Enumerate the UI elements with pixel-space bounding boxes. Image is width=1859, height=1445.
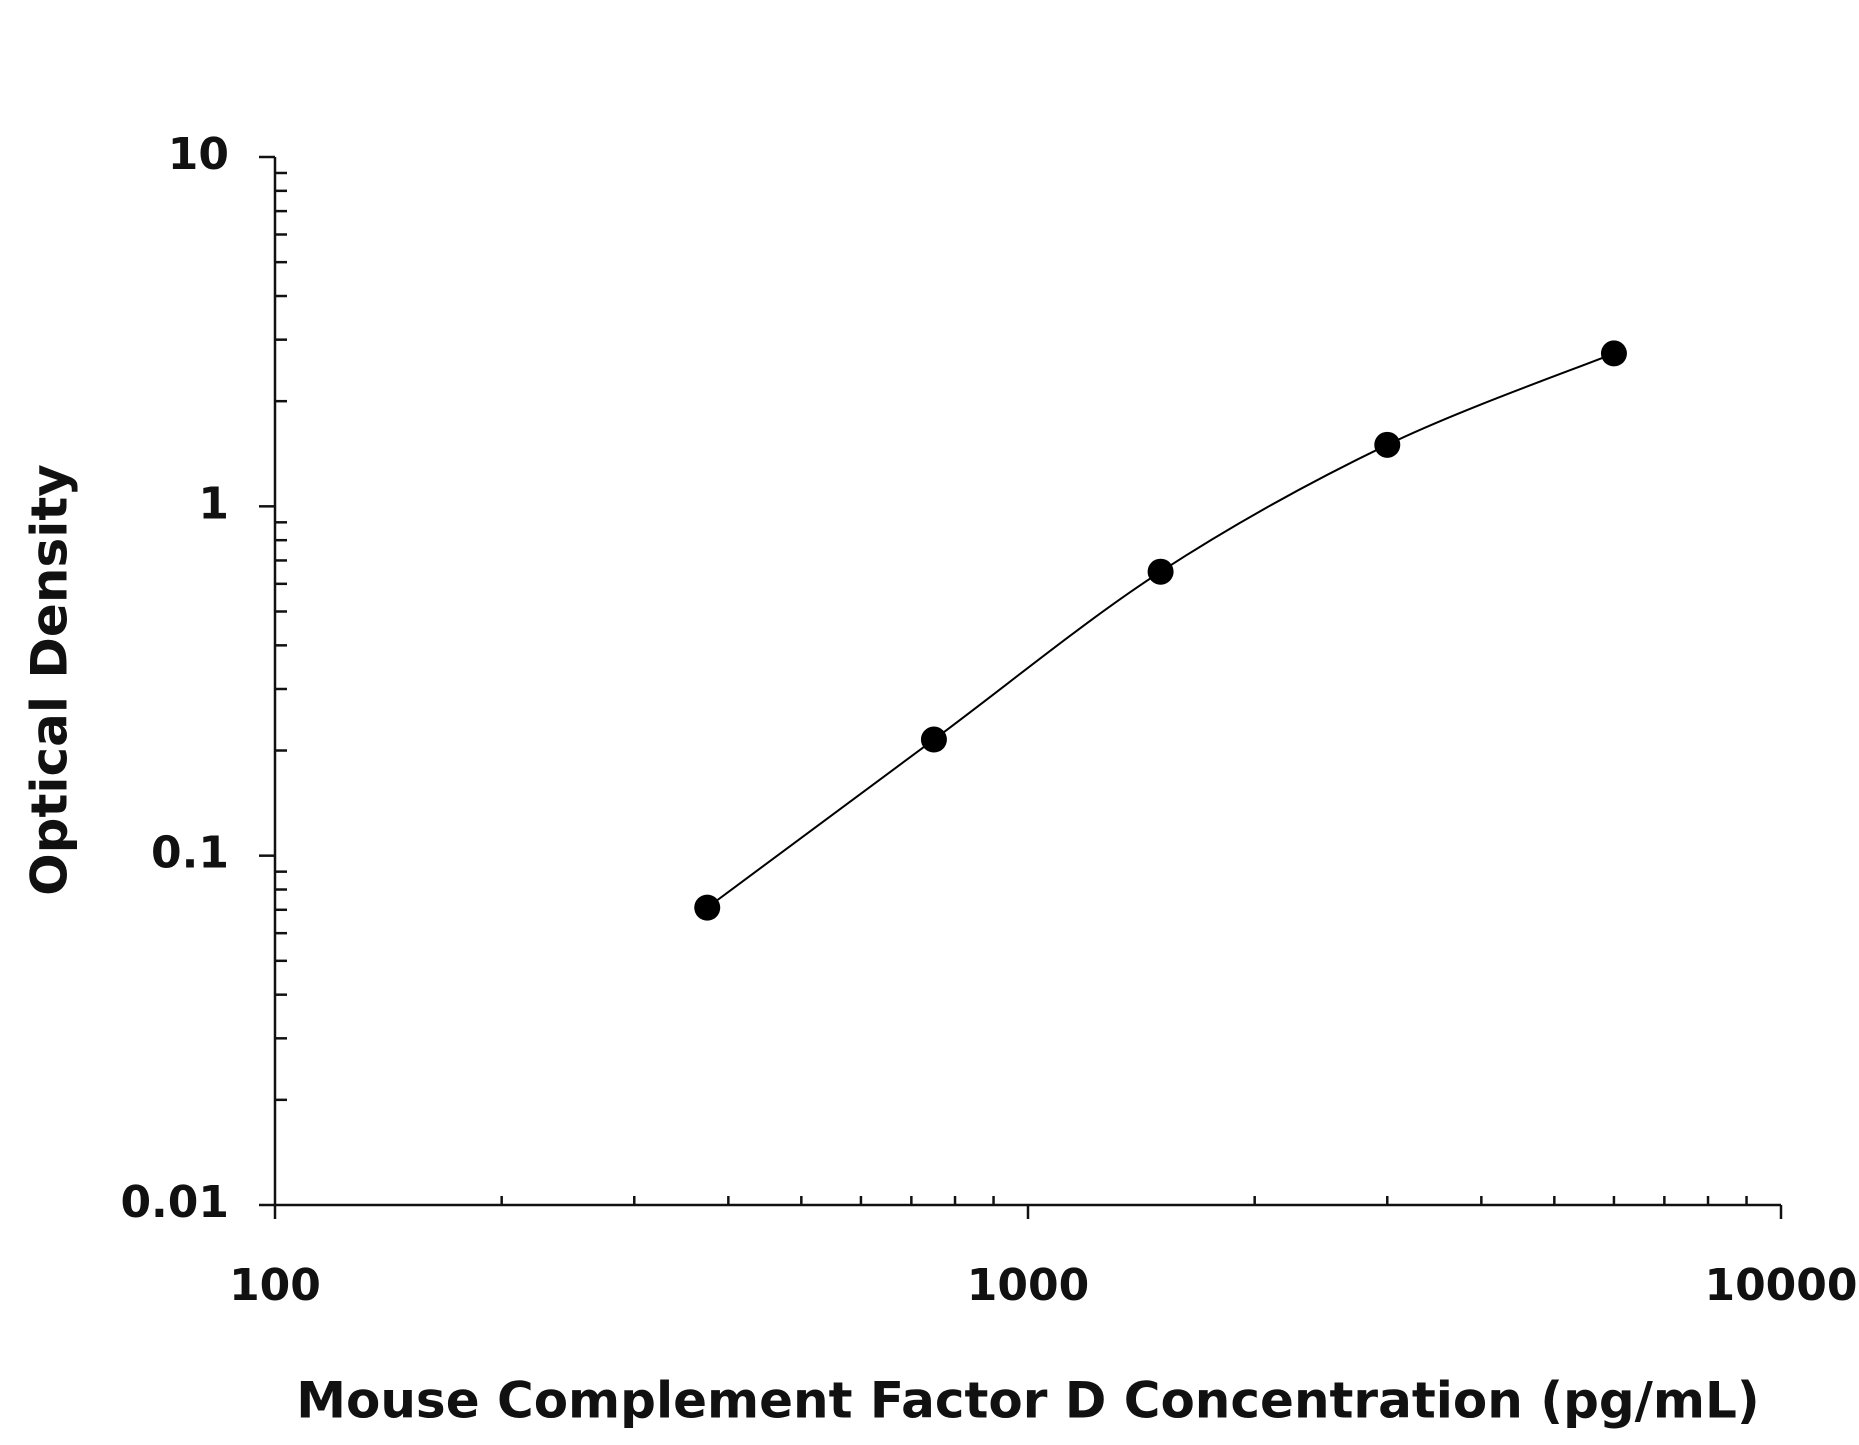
x-tick-label: 1000: [967, 1260, 1089, 1311]
y-tick-label: 10: [168, 129, 229, 180]
data-point: [1600, 340, 1627, 367]
y-tick-label: 1: [198, 478, 229, 529]
x-axis-title: Mouse Complement Factor D Concentration …: [296, 1372, 1760, 1430]
x-tick-label: 10000: [1704, 1260, 1857, 1311]
data-point: [1374, 431, 1401, 458]
y-axis-title: Optical Density: [21, 464, 79, 896]
data-point: [1147, 558, 1174, 585]
y-tick-label: 0.01: [120, 1177, 229, 1228]
y-tick-label: 0.1: [151, 828, 229, 879]
fit-curve: [706, 352, 1615, 909]
x-tick-label: 100: [229, 1260, 321, 1311]
data-point: [920, 726, 947, 753]
data-point: [694, 894, 721, 921]
